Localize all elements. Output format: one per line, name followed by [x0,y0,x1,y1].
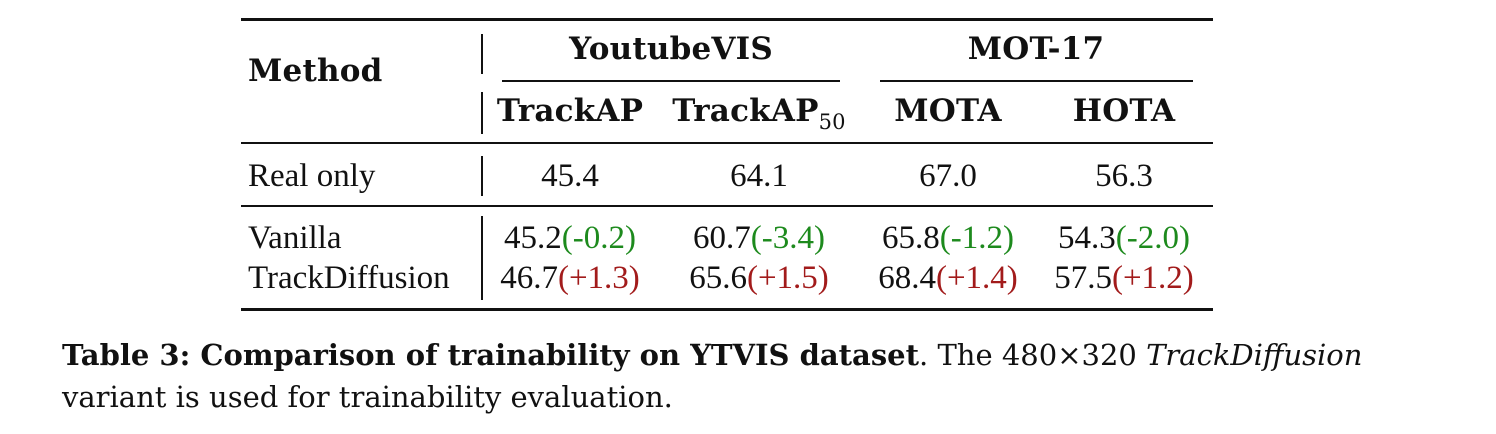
metric-header-label: MOTA [894,93,1002,129]
cell-value: 67.0 [919,158,977,194]
mot-underline [880,80,1193,82]
ytvis-underline [502,80,840,82]
metric-header-label: TrackAP [496,93,644,129]
metric-header-hota: HOTA [1073,93,1176,129]
cell-delta-negative: (-2.0) [1115,220,1190,256]
table-cell: 56.3 [1095,157,1153,195]
row-label-trackdiffusion: TrackDiffusion [248,260,450,296]
cell-value: 65.8 [882,220,940,256]
cell-value: 56.3 [1095,158,1153,194]
cell-value: 46.7 [500,260,558,296]
cell-delta-negative: (-1.2) [939,220,1014,256]
table-cell: 64.1 [730,157,788,195]
cell-value: 45.2 [504,220,562,256]
table-cell: 45.2(-0.2) [504,219,636,257]
group-header-mot17: MOT-17 [967,31,1105,67]
cell-value: 68.4 [878,260,936,296]
cell-value: 54.3 [1058,220,1116,256]
table-cell: 67.0 [919,157,977,195]
table-cell: 65.6(+1.5) [689,259,829,297]
metric-header-label: TrackAP [672,93,819,129]
table-cell: 45.4 [541,157,599,195]
mid-rule [241,205,1213,207]
vsep-variants [481,216,483,300]
table-cell: 54.3(-2.0) [1058,219,1190,257]
table-cell: 46.7(+1.3) [500,259,640,297]
group-header-youtubevis: YoutubeVIS [569,31,773,67]
caption-text: . The 480×320 [919,338,1147,372]
vsep-group-header [481,34,483,74]
cell-value: 65.6 [689,260,747,296]
caption-text: variant is used for trainability evaluat… [62,380,673,414]
metric-header-trackap: TrackAP [497,93,643,129]
table-cell: 65.8(-1.2) [882,219,1014,257]
header-rule [241,142,1213,144]
cell-delta-positive: (+1.3) [557,260,640,296]
caption-label: Table 3: Comparison of trainability on Y… [62,338,920,372]
vsep-real-only [481,156,483,196]
bottom-rule [241,308,1213,311]
metric-subscript: 50 [818,110,846,134]
cell-delta-positive: (+1.4) [935,260,1018,296]
cell-delta-negative: (-3.4) [750,220,825,256]
table-cell: 60.7(-3.4) [693,219,825,257]
table-caption: Table 3: Comparison of trainability on Y… [62,334,1442,418]
metric-header-trackap50: TrackAP50 [672,93,846,134]
table-cell: 57.5(+1.2) [1054,259,1194,297]
cell-value: 60.7 [693,220,751,256]
cell-delta-positive: (+1.5) [746,260,829,296]
method-header: Method [248,53,383,89]
row-label-real-only: Real only [248,158,376,194]
metric-header-label: HOTA [1072,93,1176,129]
table-cell: 68.4(+1.4) [878,259,1018,297]
cell-value: 45.4 [541,158,599,194]
caption-italic: TrackDiffusion [1146,338,1363,372]
cell-delta-positive: (+1.2) [1111,260,1194,296]
cell-value: 57.5 [1054,260,1112,296]
metric-header-mota: MOTA [894,93,1002,129]
cell-delta-negative: (-0.2) [561,220,636,256]
row-label-vanilla: Vanilla [248,220,342,256]
cell-value: 64.1 [730,158,788,194]
top-rule [241,18,1213,21]
vsep-metric-header [481,92,483,134]
